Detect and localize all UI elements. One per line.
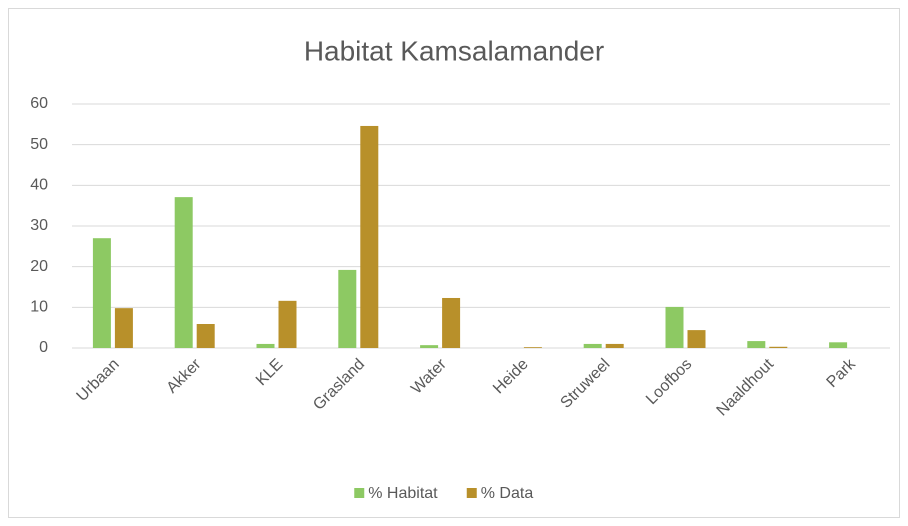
y-tick-label: 50 [30,136,48,153]
bar [829,342,848,348]
bar [583,343,602,348]
bar [523,347,542,348]
bar [665,306,684,348]
bar [360,125,379,349]
y-tick-label: 0 [39,339,48,356]
bar [420,345,439,348]
bar [114,308,133,348]
chart-title: Habitat Kamsalamander [304,35,604,66]
legend-label: % Data [481,485,534,502]
bar [687,330,706,348]
y-tick-label: 10 [30,299,48,316]
y-tick-label: 60 [30,95,48,112]
bar [278,300,297,348]
y-tick-label: 20 [30,258,48,275]
bar [769,346,788,348]
y-tick-label: 40 [30,177,48,194]
bar [338,269,357,348]
legend-swatch [354,488,365,498]
legend-swatch [466,488,477,498]
bar [256,343,275,348]
bar [196,324,215,348]
y-tick-label: 30 [30,217,48,234]
bar [174,197,193,348]
chart-border [8,8,900,518]
bar [442,297,461,348]
bar [605,343,624,348]
legend-label: % Habitat [368,485,438,502]
bar [747,341,766,348]
bar [92,238,111,348]
